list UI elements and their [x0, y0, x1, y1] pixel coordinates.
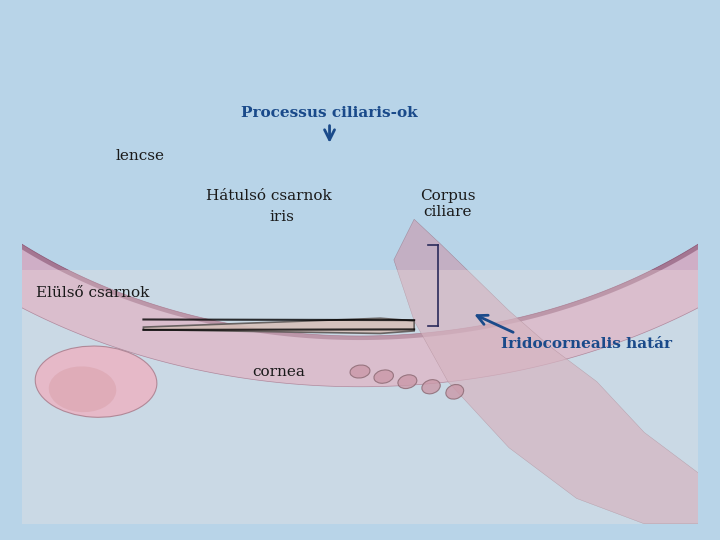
Ellipse shape: [350, 365, 370, 378]
Text: Hátulsó csarnok: Hátulsó csarnok: [206, 190, 331, 204]
Text: iris: iris: [270, 210, 294, 224]
Text: Processus ciliaris-ok: Processus ciliaris-ok: [241, 106, 418, 120]
Ellipse shape: [446, 384, 464, 399]
Text: Corpus
ciliare: Corpus ciliare: [420, 189, 476, 219]
Text: lencse: lencse: [115, 149, 165, 163]
Ellipse shape: [49, 367, 117, 412]
Ellipse shape: [374, 370, 393, 383]
Ellipse shape: [35, 346, 157, 417]
Polygon shape: [0, 138, 720, 340]
Polygon shape: [0, 138, 720, 387]
Text: cornea: cornea: [252, 364, 305, 379]
Polygon shape: [143, 318, 414, 333]
Polygon shape: [394, 219, 698, 524]
Ellipse shape: [398, 375, 417, 389]
Text: Elülső csarnok: Elülső csarnok: [36, 286, 149, 300]
Ellipse shape: [422, 380, 440, 394]
Text: Iridocornealis határ: Iridocornealis határ: [501, 336, 672, 350]
Polygon shape: [22, 270, 698, 524]
